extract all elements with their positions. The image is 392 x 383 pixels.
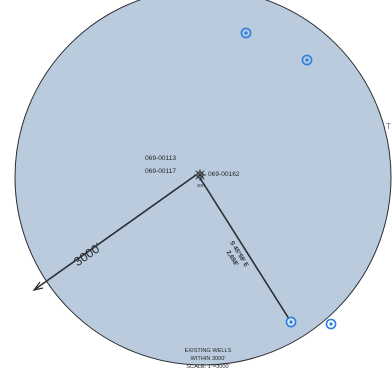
well-label-069-00113: 069-00113 (145, 155, 176, 162)
marker-5[interactable] (301, 54, 313, 66)
edge-glyph: T (386, 122, 391, 131)
marker-6[interactable] (325, 318, 337, 330)
well-label-069-00162: 069-00162 (208, 171, 240, 178)
marker-9[interactable] (240, 27, 252, 39)
center-well-sublabel: 20H (197, 183, 205, 188)
bearing-line (199, 177, 292, 323)
legend-line1: EXISTING WELLS (185, 348, 232, 354)
legend-line3: SCALE: 1"=3000' (186, 364, 229, 370)
radius-line (33, 174, 197, 291)
radius-arrow-icon (32, 281, 44, 291)
marker-4[interactable] (285, 316, 297, 328)
gas-well-icon (194, 169, 206, 181)
legend-line2: WITHIN 3000' (191, 356, 226, 362)
well-label-069-00117: 069-00117 (145, 168, 176, 175)
